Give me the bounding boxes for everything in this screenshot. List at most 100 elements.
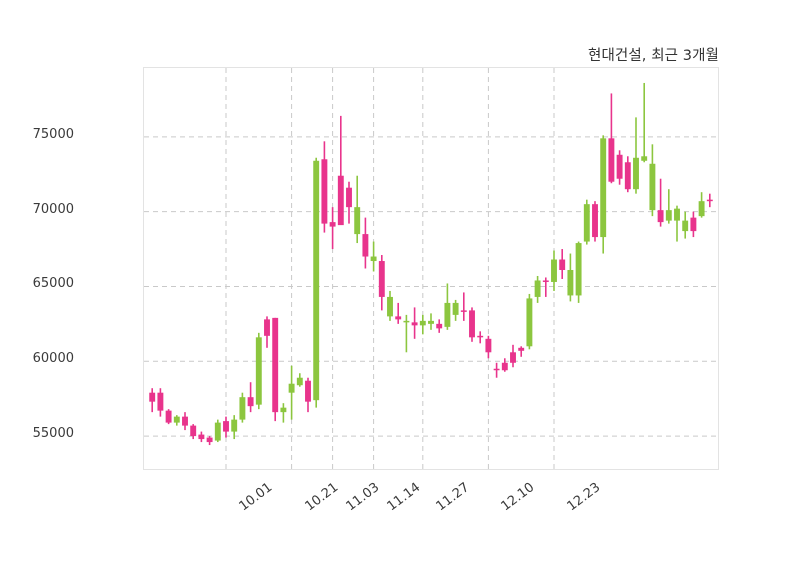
candle-body	[223, 421, 229, 432]
candle-body	[649, 163, 656, 211]
candle-body	[280, 407, 287, 413]
y-tick-label: 70000	[32, 201, 74, 217]
candlestick	[231, 415, 238, 440]
candle-body	[633, 157, 639, 190]
candlestick	[477, 331, 484, 344]
candle-body	[600, 138, 607, 238]
candle-body	[657, 210, 664, 223]
candle-body	[370, 256, 377, 262]
candle-body	[624, 162, 631, 190]
candlestick	[305, 377, 311, 413]
candlestick	[436, 319, 443, 333]
candlestick	[428, 313, 434, 330]
candle-body	[165, 410, 172, 423]
candle-body	[214, 422, 221, 441]
candlestick	[239, 392, 246, 423]
candlestick	[395, 302, 402, 324]
candle-body	[674, 208, 680, 221]
candlestick	[354, 175, 361, 244]
candlestick	[346, 181, 352, 224]
candle-body	[272, 317, 279, 413]
candlestick	[206, 436, 213, 446]
candle-body	[329, 222, 336, 227]
candle-body	[173, 416, 180, 423]
candlestick	[542, 277, 549, 297]
candlestick	[296, 373, 303, 387]
candlestick	[698, 192, 705, 218]
candlestick	[444, 283, 451, 330]
candle-body	[321, 159, 328, 224]
candle-body	[247, 397, 254, 407]
candle-body	[469, 310, 475, 338]
candle-body	[239, 397, 246, 420]
candle-body	[428, 320, 434, 324]
candlestick	[337, 115, 344, 226]
x-tick-label: 11.03	[343, 480, 382, 515]
candle-body	[305, 380, 311, 402]
candle-body	[149, 392, 156, 402]
candle-body	[395, 316, 402, 320]
candlestick	[452, 299, 459, 321]
candle-body	[354, 207, 361, 235]
candle-body	[378, 261, 385, 297]
candlestick	[690, 211, 697, 238]
candlestick	[501, 358, 508, 372]
candlestick	[329, 207, 336, 250]
candle-body	[551, 259, 557, 282]
y-tick-label: 75000	[32, 126, 74, 142]
candle-body	[526, 298, 533, 347]
x-tick-label: 11.14	[384, 480, 423, 515]
candlestick	[378, 255, 385, 311]
candlestick	[485, 335, 492, 359]
candlestick	[403, 314, 410, 353]
candlestick	[551, 250, 557, 291]
candle-body	[190, 425, 197, 437]
candlestick	[362, 217, 369, 269]
y-tick-label: 55000	[32, 426, 74, 442]
candlestick	[321, 141, 328, 233]
candle-body	[231, 419, 238, 432]
candlestick	[157, 388, 164, 417]
candle-body	[264, 319, 270, 336]
candle-body	[665, 210, 672, 221]
x-tick-label: 10.21	[302, 480, 341, 515]
candlestick	[665, 189, 672, 224]
candlestick	[182, 412, 188, 431]
candlestick	[575, 241, 582, 303]
candlestick	[419, 314, 426, 335]
plot-area	[143, 67, 719, 470]
candlestick	[510, 344, 516, 368]
candle-body	[641, 156, 648, 161]
candlestick	[583, 199, 590, 245]
candlestick	[682, 211, 689, 239]
candle-body	[616, 154, 623, 179]
candlestick	[633, 117, 639, 194]
candle-body	[182, 416, 188, 426]
candle-body	[706, 199, 713, 202]
x-tick-label: 10.01	[236, 480, 276, 515]
candlestick	[272, 317, 279, 422]
y-tick-label: 65000	[32, 276, 74, 292]
x-tick-label: 12.23	[564, 480, 604, 515]
candle-body	[493, 368, 500, 371]
candlestick	[460, 292, 467, 321]
candle-body	[501, 362, 508, 371]
candlestick	[657, 178, 664, 227]
candlestick	[411, 307, 418, 339]
candle-body	[518, 347, 525, 351]
candle-body	[452, 302, 459, 315]
candlestick	[534, 275, 541, 303]
candlestick	[173, 415, 180, 426]
candlestick	[223, 416, 229, 438]
candlestick	[198, 431, 205, 443]
x-tick-label: 11.27	[433, 480, 473, 515]
candlestick	[149, 388, 156, 413]
candle-body	[575, 243, 582, 296]
candlestick	[387, 290, 393, 321]
candle-body	[477, 335, 484, 338]
candlestick	[370, 241, 377, 272]
candle-body	[592, 204, 598, 238]
candle-body	[157, 392, 164, 411]
candlestick-series	[144, 68, 718, 469]
